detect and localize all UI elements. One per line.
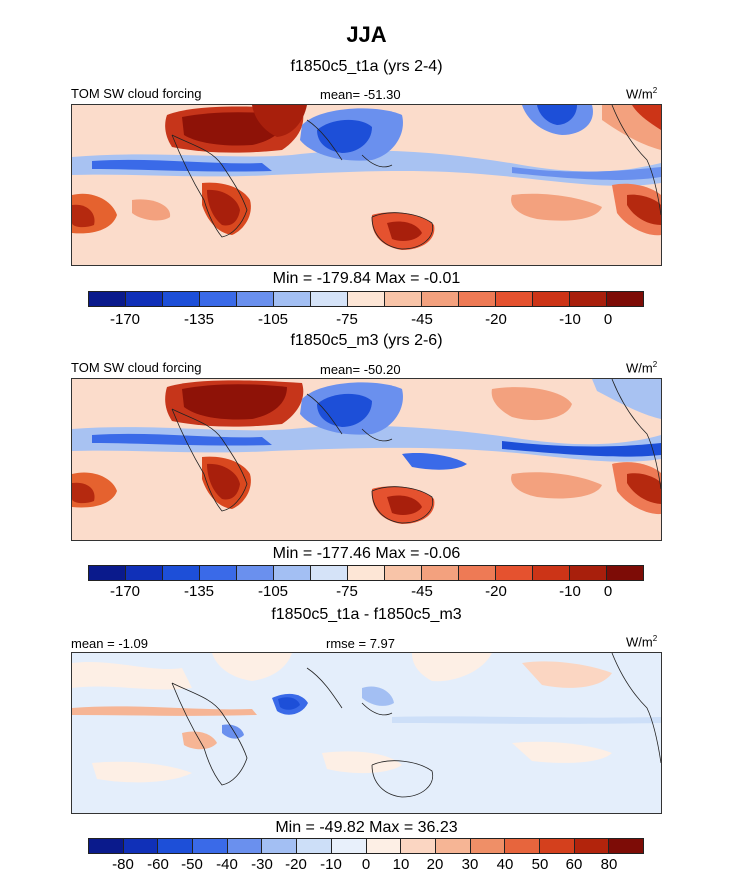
panel2-tick: -10 [559, 583, 581, 600]
panel2-tick: -170 [109, 583, 141, 600]
panel1-tick: -105 [257, 311, 289, 328]
panel3-colorbar [88, 838, 644, 854]
panel3-colorbar-ticks: -80 -60 -50 -40 -30 -20 -10 0 10 20 30 4… [88, 856, 644, 874]
panel3-tick: 0 [361, 856, 371, 873]
panel1-title: f1850c5_t1a (yrs 2-4) [290, 58, 443, 75]
panel2-colorbar-ticks: -170 -135 -105 -75 -45 -20 -10 0 [88, 583, 644, 601]
panel3-tick: -10 [320, 856, 342, 873]
panel3-mean-label: mean = -1.09 [71, 636, 148, 651]
panel1-tick: -45 [411, 311, 433, 328]
main-title: JJA [346, 22, 387, 47]
panel2-tick: -20 [485, 583, 507, 600]
panel3-tick: -30 [251, 856, 273, 873]
panel3-tick: 30 [461, 856, 479, 873]
panel3-units: W/m2 [626, 634, 658, 650]
panel3-map-field [72, 653, 661, 813]
panel2-tick: -75 [336, 583, 358, 600]
panel1-tick: -135 [183, 311, 215, 328]
panel1-left-label: TOM SW cloud forcing [71, 86, 202, 101]
panel2-units: W/m2 [626, 360, 658, 376]
panel1-minmax: Min = -179.84 Max = -0.01 [272, 270, 461, 287]
panel3-minmax: Min = -49.82 Max = 36.23 [275, 819, 458, 836]
panel1-tick: -75 [336, 311, 358, 328]
panel3-tick: 80 [600, 856, 618, 873]
panel1-map [71, 104, 662, 266]
panel1-units: W/m2 [626, 86, 658, 102]
panel1-tick: 0 [603, 311, 613, 328]
panel3-tick: -50 [181, 856, 203, 873]
panel1-tick: -20 [485, 311, 507, 328]
panel3-tick: -60 [147, 856, 169, 873]
panel2-title: f1850c5_m3 (yrs 2-6) [290, 332, 443, 349]
panel3-tick: -80 [112, 856, 134, 873]
panel2-map [71, 378, 662, 541]
panel2-tick: -105 [257, 583, 289, 600]
panel2-minmax: Min = -177.46 Max = -0.06 [272, 545, 461, 562]
panel2-mean-label: mean= -50.20 [320, 362, 401, 377]
panel1-map-field [72, 105, 661, 265]
panel2-colorbar [88, 565, 644, 581]
panel2-tick: -135 [183, 583, 215, 600]
panel3-tick: 20 [426, 856, 444, 873]
panel2-left-label: TOM SW cloud forcing [71, 360, 202, 375]
panel2-map-field [72, 379, 661, 540]
panel1-colorbar [88, 291, 644, 307]
panel3-tick: 50 [531, 856, 549, 873]
panel1-tick: -170 [109, 311, 141, 328]
panel3-tick: 40 [496, 856, 514, 873]
panel3-tick: 10 [392, 856, 410, 873]
panel3-title: f1850c5_t1a - f1850c5_m3 [271, 606, 462, 623]
panel3-rmse-label: rmse = 7.97 [326, 636, 396, 651]
panel3-tick: -20 [285, 856, 307, 873]
panel2-tick: -45 [411, 583, 433, 600]
panel1-mean-label: mean= -51.30 [320, 87, 401, 102]
panel1-tick: -10 [559, 311, 581, 328]
panel3-tick: -40 [216, 856, 238, 873]
panel3-tick: 60 [565, 856, 583, 873]
panel3-map [71, 652, 662, 814]
panel2-tick: 0 [603, 583, 613, 600]
panel1-colorbar-ticks: -170 -135 -105 -75 -45 -20 -10 0 [88, 311, 644, 329]
